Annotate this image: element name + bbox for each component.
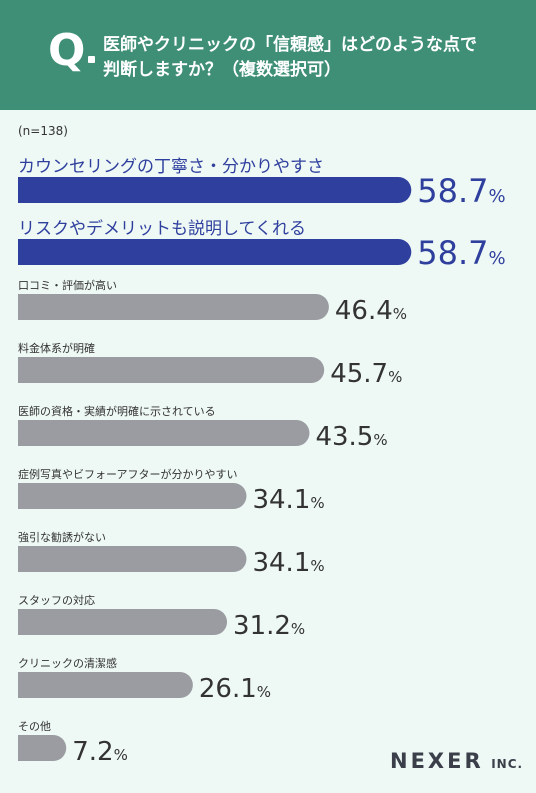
bar-left-edge [18,357,31,383]
value-label: 34.1% [252,548,324,578]
bar [18,483,247,509]
category-label: 料金体系が明確 [18,341,95,355]
bar [18,239,412,265]
bar-left-edge [18,735,31,761]
question-q-label: Q [48,25,86,76]
bar-left-edge [18,483,31,509]
question-dot [88,56,95,63]
category-label: 症例写真やビフォーアフターが分かりやすい [18,467,238,481]
bar-left-edge [18,294,31,320]
bar-left-edge [18,609,31,635]
category-label: スタッフの対応 [18,593,95,607]
bar [18,672,193,698]
logo-main-text: NEXER [390,749,484,773]
category-label: クリニックの清潔感 [18,656,117,670]
question-line-1: 医師やクリニックの「信頼感」はどのような点で [103,35,477,55]
value-label: 26.1% [199,674,271,704]
category-label: カウンセリングの丁寧さ・分かりやすさ [18,157,324,177]
question-text: 医師やクリニックの「信頼感」はどのような点で 判断しますか？（複数選択可） [103,33,523,83]
category-label: その他 [18,720,51,733]
value-label: 43.5% [315,422,387,452]
bar-left-edge [18,177,31,203]
question-header: Q 医師やクリニックの「信頼感」はどのような点で 判断しますか？（複数選択可） [0,0,536,110]
logo-sub-text: INC. [491,757,524,771]
bar [18,177,412,203]
bar [18,294,329,320]
value-label: 58.7% [417,234,505,272]
value-label: 31.2% [233,611,305,641]
category-label: 医師の資格・実績が明確に示されている [18,404,216,418]
sample-size-note: (n=138) [18,124,68,138]
bar [18,357,325,383]
bar [18,546,247,572]
bar [18,609,228,635]
bar-left-edge [18,239,31,265]
value-label: 34.1% [252,485,324,515]
bar-left-edge [18,546,31,572]
category-label: 強引な勧誘がない [18,530,106,544]
value-label: 7.2% [72,737,128,767]
category-label: 口コミ・評価が高い [18,278,117,292]
bar-left-edge [18,420,31,446]
bar [18,420,310,446]
value-label: 46.4% [335,296,407,326]
nexer-logo: NEXER INC. [390,749,523,773]
category-label: リスクやデメリットも説明してくれる [18,218,306,239]
value-label: 58.7% [417,172,505,210]
question-line-2: 判断しますか？（複数選択可） [103,60,341,80]
value-label: 45.7% [330,359,402,389]
bar-left-edge [18,672,31,698]
